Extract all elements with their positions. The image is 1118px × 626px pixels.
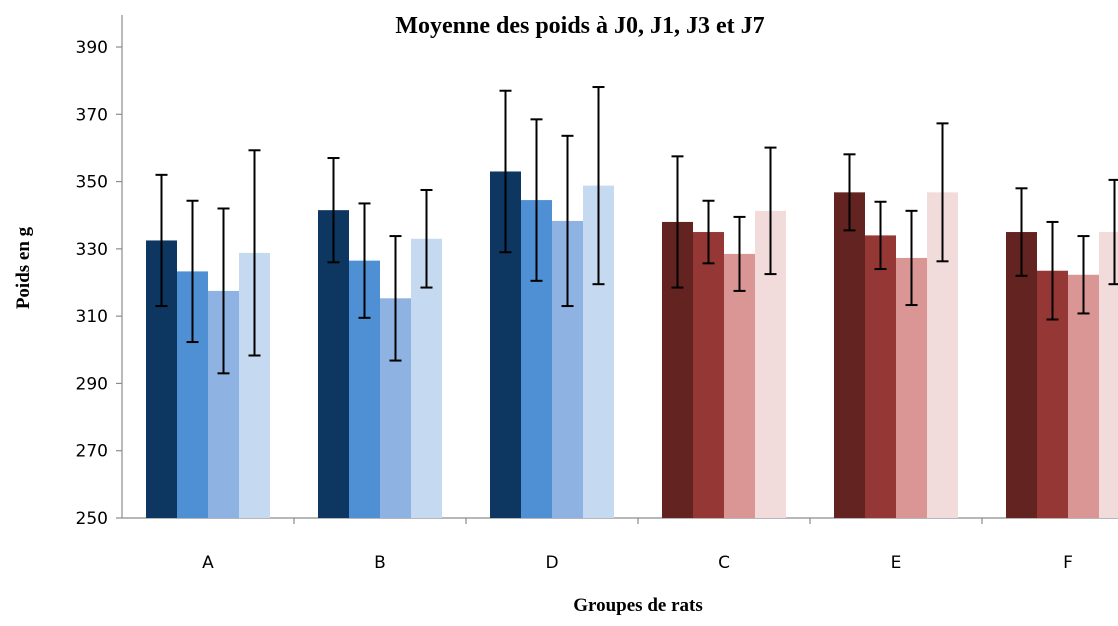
x-axis-title: Groupes de rats bbox=[573, 595, 702, 616]
x-tick-label: D bbox=[545, 553, 558, 573]
x-tick-label: A bbox=[202, 553, 214, 573]
bar bbox=[724, 253, 755, 518]
bar bbox=[1068, 274, 1099, 518]
y-tick-label: 350 bbox=[76, 173, 108, 193]
x-tick-label: B bbox=[374, 553, 386, 573]
bar bbox=[1006, 232, 1037, 519]
y-tick-label: 290 bbox=[76, 374, 108, 394]
y-axis-title: Poids en g bbox=[13, 226, 34, 309]
bar bbox=[834, 192, 865, 518]
y-tick-label: 390 bbox=[76, 38, 108, 58]
bar bbox=[1099, 232, 1118, 519]
y-tick-label: 370 bbox=[76, 105, 108, 125]
x-tick-label: C bbox=[718, 553, 730, 573]
y-tick-label: 270 bbox=[76, 442, 108, 462]
x-tick-label: E bbox=[891, 553, 902, 573]
bar bbox=[693, 232, 724, 519]
y-tick-label: 330 bbox=[76, 240, 108, 260]
y-tick-label: 310 bbox=[76, 307, 108, 327]
chart-title: Moyenne des poids à J0, J1, J3 et J7 bbox=[395, 13, 764, 39]
plot-area: 250 270 290 310 330 350 370 390 A B D C E F bbox=[76, 15, 1118, 573]
bar bbox=[865, 235, 896, 518]
y-tick-label: 250 bbox=[76, 509, 108, 529]
x-tick-label: F bbox=[1063, 553, 1073, 573]
